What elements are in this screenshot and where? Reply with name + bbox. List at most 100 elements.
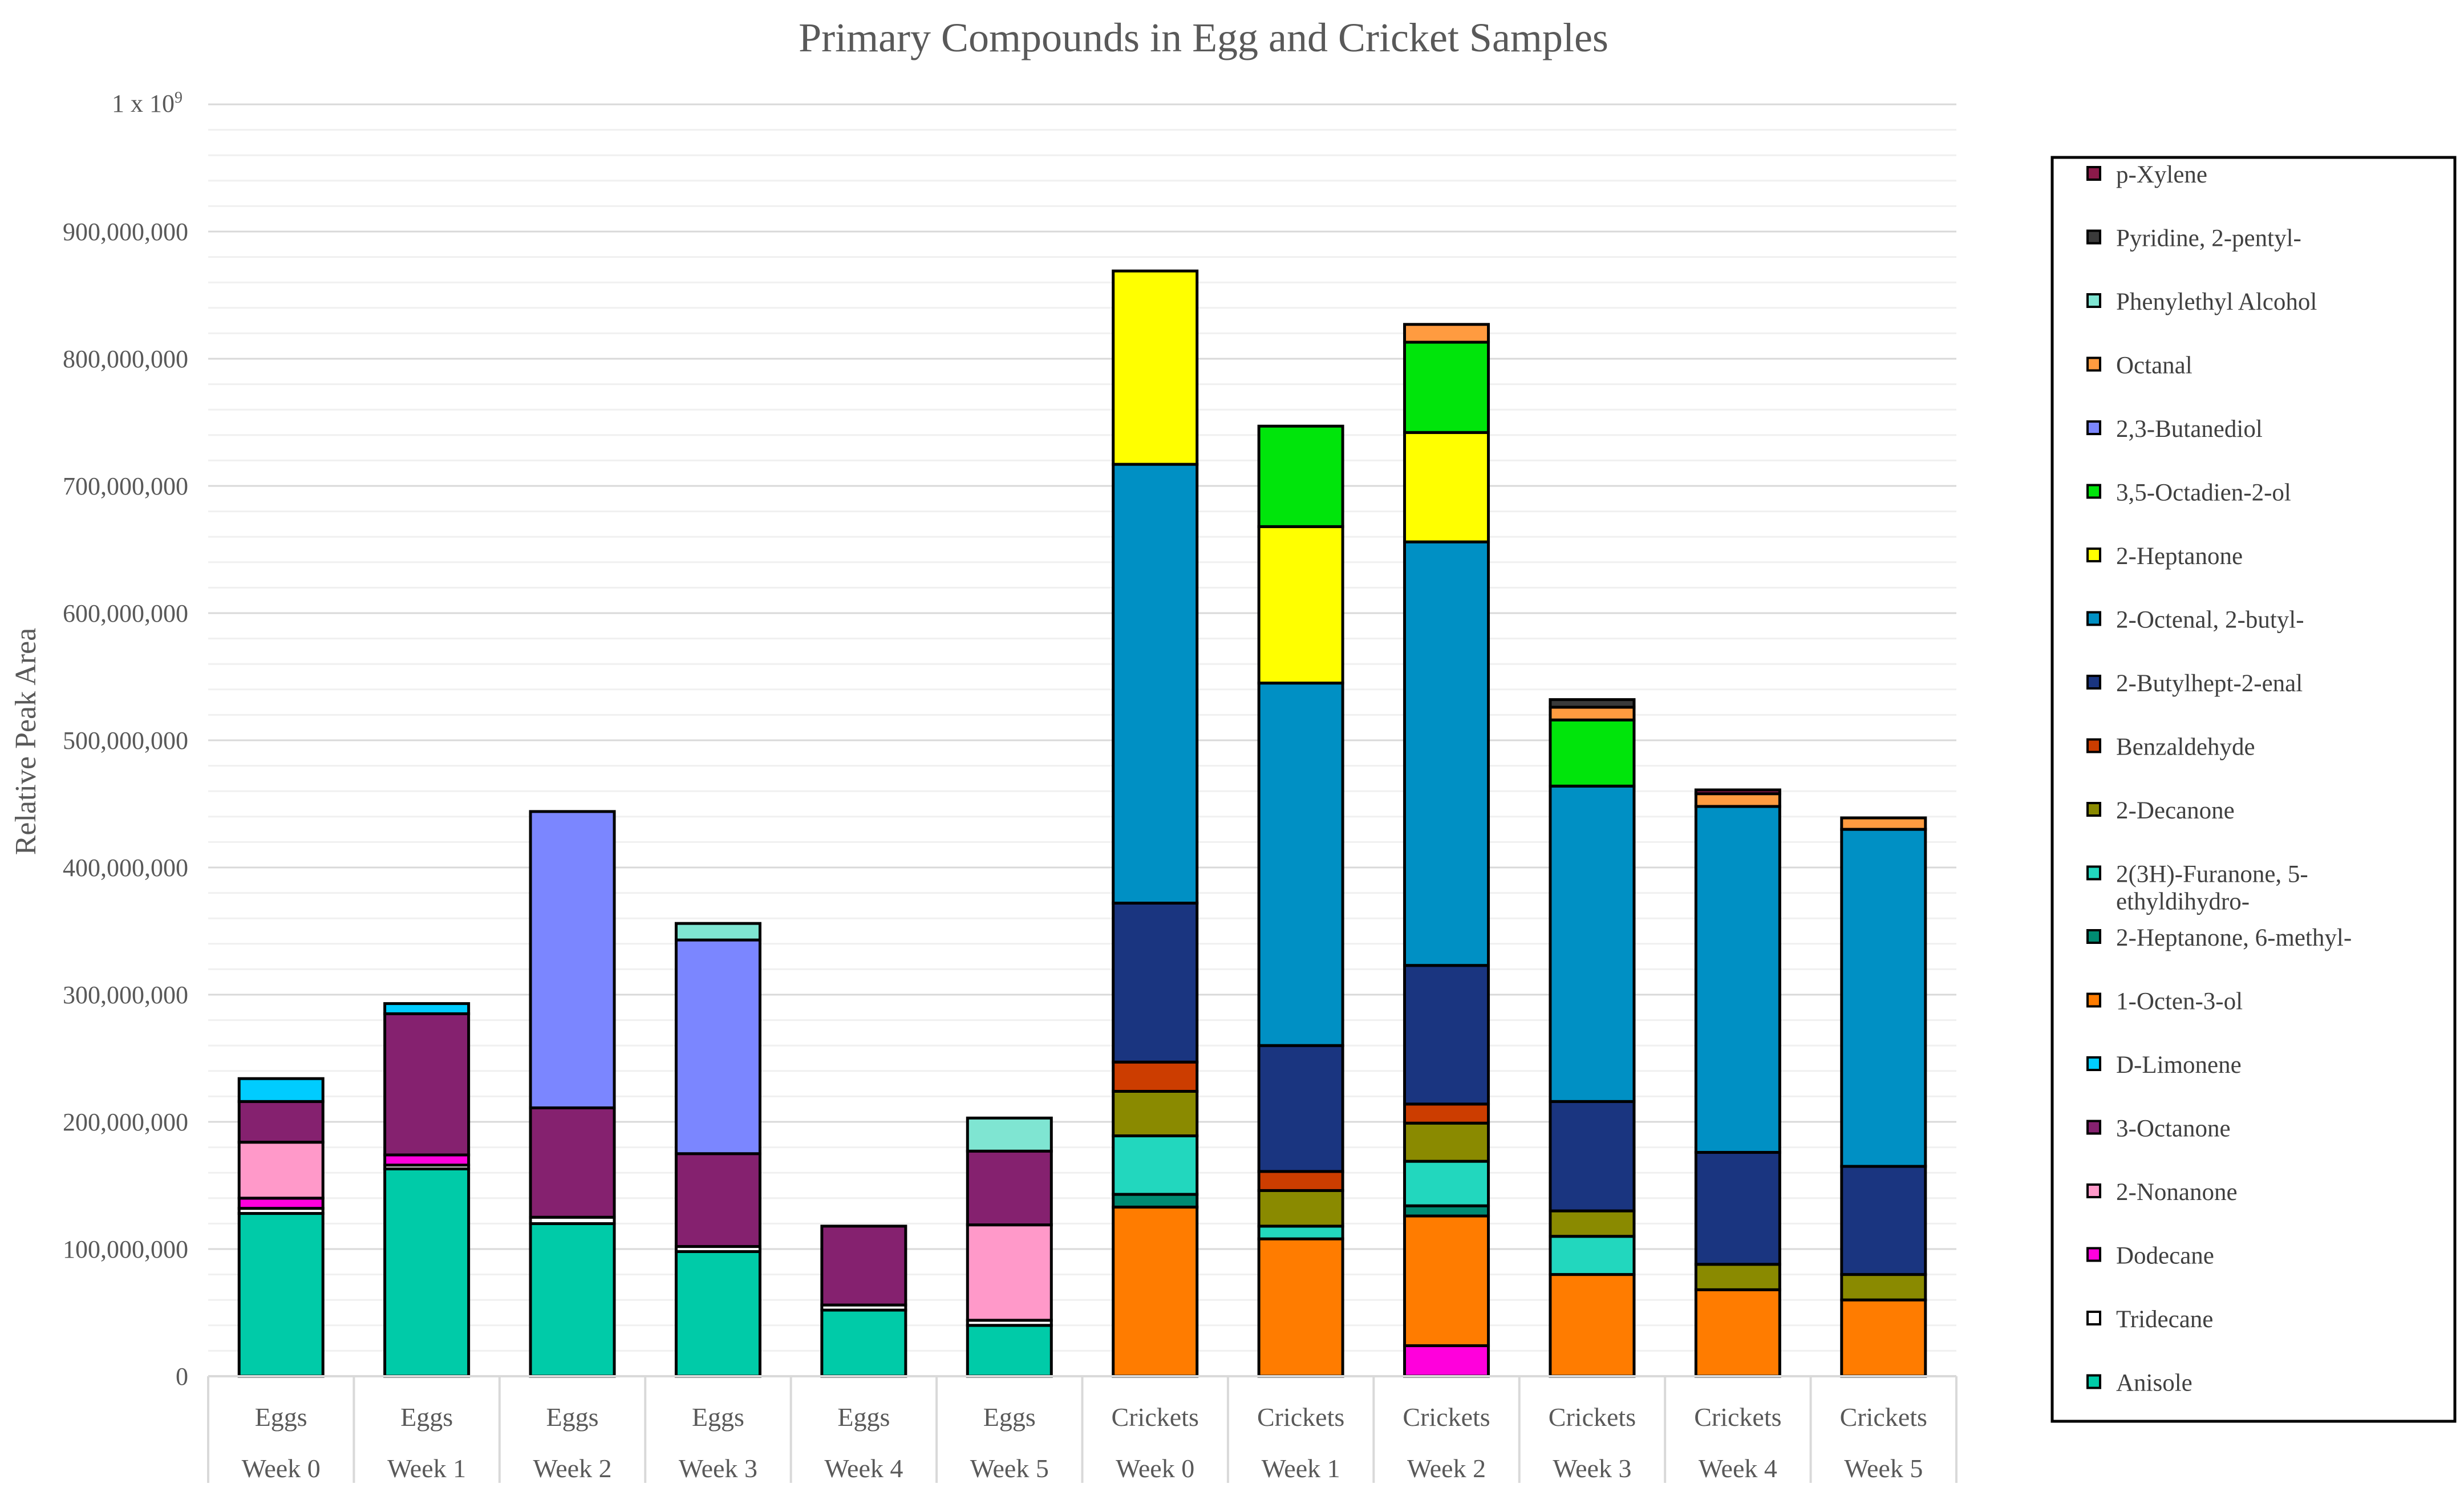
legend-item: p-Xylene [2086, 161, 2207, 188]
x-week-label: Week 4 [824, 1454, 903, 1483]
legend-frame [2050, 156, 2457, 1423]
bar-segment [237, 1141, 325, 1200]
y-axis-top-label: 1 x 109 [112, 89, 183, 117]
legend-swatch [2086, 420, 2101, 435]
legend-label: 2-Butylhept-2-enal [2116, 670, 2303, 697]
legend-swatch [2086, 484, 2101, 499]
bar-segment [1403, 1214, 1490, 1347]
bar-stack [237, 1077, 325, 1378]
legend-label: 2-Heptanone, 6-methyl- [2116, 925, 2352, 951]
bar-stack [820, 1225, 907, 1378]
legend-swatch [2086, 675, 2101, 690]
bar-segment [1840, 816, 1927, 831]
legend-label: D-Limonene [2116, 1052, 2242, 1079]
legend-item: Anisole [2086, 1370, 2193, 1397]
y-tick-label: 0 [176, 1363, 188, 1390]
bar-segment [1403, 964, 1490, 1106]
bar-segment [529, 1222, 616, 1378]
bar-segment [1403, 540, 1490, 967]
bar-segment [1403, 1204, 1490, 1218]
legend-swatch [2086, 1056, 2101, 1071]
bar-segment [1112, 463, 1199, 905]
bar-segment [820, 1225, 907, 1307]
legend-swatch [2086, 865, 2101, 881]
bar-segment [1694, 1263, 1781, 1291]
bar-segment [529, 1106, 616, 1219]
bar-segment [1840, 1298, 1927, 1378]
legend-label: Octanal [2116, 352, 2193, 379]
legend: p-Xylene Pyridine, 2-pentyl- Phenylethyl A… [2050, 156, 2457, 1423]
bar-segment [1694, 1151, 1781, 1266]
bar-segment [1840, 1165, 1927, 1276]
bar-segment [1112, 1089, 1199, 1138]
bar-segment [1112, 901, 1199, 1064]
legend-label: Benzaldehyde [2116, 734, 2255, 761]
y-axis-top-label-base: 1 x 10 [112, 90, 175, 117]
bar-stack [966, 1116, 1053, 1378]
legend-label: p-Xylene [2116, 161, 2207, 188]
bar-segment [820, 1308, 907, 1378]
x-group-label: Eggs [692, 1402, 744, 1432]
legend-label: 2-Octenal, 2-butyl- [2116, 607, 2304, 634]
bar-segment [1257, 682, 1344, 1047]
bar-segment [1112, 1205, 1199, 1378]
bar-stack [674, 922, 761, 1378]
legend-item: Octanal [2086, 352, 2193, 379]
bar-segment [383, 1012, 471, 1157]
bar-stack [1840, 816, 1927, 1378]
legend-item: 2-Heptanone, 6-methyl- [2086, 925, 2352, 951]
bar-segment [1403, 323, 1490, 344]
bar-segment [1257, 1225, 1344, 1240]
bar-segment [1694, 788, 1781, 796]
bar-segment [674, 922, 761, 942]
legend-swatch [2086, 802, 2101, 817]
legend-label: Phenylethyl Alcohol [2116, 289, 2317, 315]
bar-segment [1257, 424, 1344, 528]
legend-item: 2-Butylhept-2-enal [2086, 670, 2303, 697]
legend-swatch [2086, 929, 2101, 944]
bar-segment [1403, 1344, 1490, 1378]
x-week-label: Week 5 [1844, 1454, 1923, 1483]
bar-segment [1549, 1235, 1636, 1276]
bar-segment [1549, 1209, 1636, 1238]
legend-label: 3-Octanone [2116, 1116, 2231, 1142]
y-axis-label: Relative Peak Area [10, 628, 42, 856]
legend-swatch [2086, 611, 2101, 626]
y-tick-label: 500,000,000 [63, 727, 188, 755]
x-group-label: Eggs [546, 1402, 599, 1432]
x-group-label: Eggs [837, 1402, 890, 1432]
bar-segment [1257, 1237, 1344, 1378]
bar-segment [966, 1223, 1053, 1322]
x-group-label: Eggs [400, 1402, 453, 1432]
bar-stack [1112, 269, 1199, 1378]
bar-segment [1694, 1288, 1781, 1378]
bar-segment [529, 810, 616, 1109]
x-week-label: Week 1 [1262, 1454, 1340, 1483]
legend-item: D-Limonene [2086, 1052, 2242, 1079]
legend-item: 2(3H)-Furanone, 5-ethyldihydro- [2086, 861, 2308, 915]
grid-lines [208, 103, 1956, 1352]
legend-item: 2-Octenal, 2-butyl- [2086, 607, 2304, 634]
bar-segment [674, 1152, 761, 1248]
bar-segment [1257, 1170, 1344, 1192]
bar-segment [1403, 431, 1490, 544]
x-group-label: Crickets [1257, 1402, 1344, 1432]
legend-label: Anisole [2116, 1370, 2193, 1397]
legend-item: 1-Octen-3-ol [2086, 988, 2243, 1015]
x-week-label: Week 2 [533, 1454, 612, 1483]
x-group-label: Crickets [1840, 1402, 1927, 1432]
legend-label: 2-Heptanone [2116, 543, 2243, 570]
bar-segment [237, 1100, 325, 1144]
legend-label: Dodecane [2116, 1243, 2214, 1270]
x-week-label: Week 3 [1553, 1454, 1631, 1483]
bar-stack [383, 1002, 471, 1378]
bar-segment [1840, 1273, 1927, 1302]
legend-item: 2-Nonanone [2086, 1179, 2238, 1206]
y-tick-label: 600,000,000 [63, 599, 188, 627]
legend-swatch [2086, 738, 2101, 753]
bar-segment [1403, 1159, 1490, 1207]
y-tick-label: 300,000,000 [63, 981, 188, 1009]
x-group-label: Crickets [1549, 1402, 1636, 1432]
legend-item: 3,5-Octadien-2-ol [2086, 480, 2291, 506]
